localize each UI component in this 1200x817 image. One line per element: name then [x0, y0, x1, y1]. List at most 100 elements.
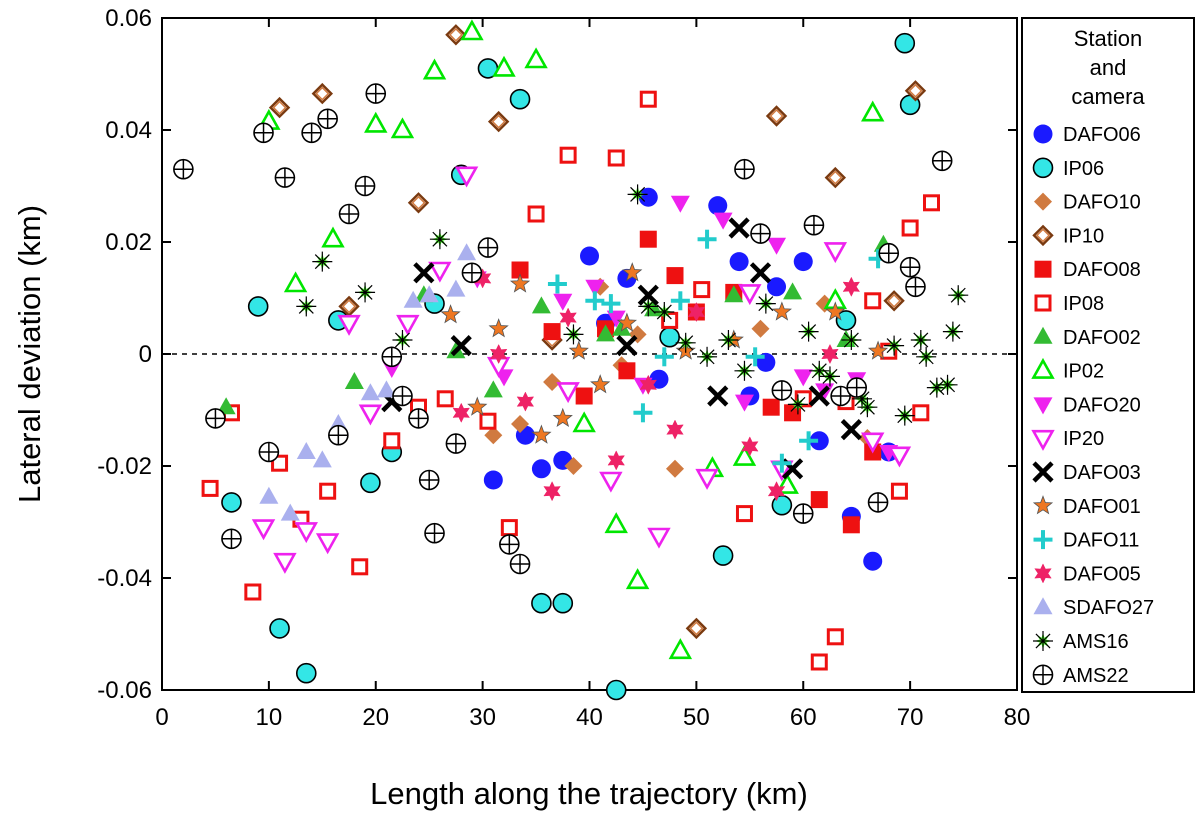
point-dafo05: [741, 436, 759, 457]
y-tick-label: -0.04: [97, 565, 152, 592]
point-sdafo27: [376, 380, 396, 398]
point-ams22: [221, 528, 242, 550]
point-ams16: [910, 330, 931, 350]
point-ip20: [251, 519, 276, 541]
point-ip02: [732, 444, 757, 466]
point-ams22: [899, 256, 921, 278]
point-dafo06: [809, 431, 829, 451]
point-ip08: [351, 558, 369, 576]
legend-marker-ip10: [1032, 224, 1054, 247]
point-ip08: [559, 146, 577, 164]
point-dafo20: [767, 237, 787, 255]
point-ip08: [436, 390, 454, 408]
point-ams16: [755, 293, 776, 314]
point-ip02: [364, 111, 388, 133]
point-ams22: [477, 237, 499, 258]
point-dafo11: [697, 229, 717, 249]
point-sdafo27: [280, 503, 300, 521]
point-ams16: [638, 296, 659, 317]
point-dafo11: [772, 453, 792, 473]
legend-label-dafo10: DAFO10: [1063, 192, 1141, 214]
legend-label-dafo05: DAFO05: [1063, 563, 1141, 585]
point-dafo03: [808, 385, 830, 407]
legend-title-line-3: camera: [1071, 84, 1145, 109]
point-dafo05: [559, 307, 577, 328]
point-ams16: [296, 296, 317, 317]
point-ip10-inner: [341, 299, 357, 314]
point-dafo01: [590, 374, 611, 394]
point-dafo02: [344, 372, 364, 389]
point-dafo05: [489, 343, 508, 365]
series-dafo11: [547, 229, 888, 473]
point-ams22: [205, 408, 226, 429]
point-ams22: [931, 150, 953, 172]
point-dafo01: [552, 407, 573, 428]
legend-entry-sdafo27: SDAFO27: [1033, 597, 1154, 619]
series-dafo05: [452, 268, 861, 502]
point-dafo06: [580, 246, 599, 266]
legend-entry-dafo20: DAFO20: [1033, 394, 1141, 416]
point-ip10-inner: [689, 621, 704, 636]
point-ams22: [771, 380, 793, 401]
point-ip10: [685, 617, 708, 640]
point-dafo11: [745, 347, 765, 367]
y-tick-label: 0.02: [105, 229, 152, 256]
point-dafo10: [666, 459, 684, 478]
point-ip02: [668, 638, 693, 660]
point-ams16: [942, 321, 963, 342]
point-dafo05: [639, 374, 658, 395]
point-dafo08: [762, 398, 780, 416]
point-ip20: [454, 166, 479, 188]
point-dafo08: [575, 387, 593, 405]
legend-marker-dafo10: [1034, 192, 1052, 211]
point-dafo20: [713, 212, 733, 230]
point-ams16: [627, 184, 648, 205]
legend-label-ip08: IP08: [1063, 293, 1104, 315]
data-markers: [173, 19, 969, 701]
point-ip02: [460, 19, 484, 41]
point-ip10: [487, 110, 510, 133]
point-ip06: [221, 492, 242, 513]
point-dafo02: [612, 318, 632, 336]
point-ip08: [607, 149, 625, 167]
point-dafo03: [707, 385, 729, 407]
legend-marker-dafo20: [1033, 397, 1053, 415]
point-ams22: [424, 522, 445, 544]
point-dafo05: [543, 481, 561, 502]
point-ams16: [841, 330, 862, 350]
point-ip08: [479, 412, 497, 430]
legend-entry-ams22: AMS22: [1032, 664, 1129, 687]
point-dafo05: [452, 402, 470, 423]
point-ams16: [916, 346, 937, 367]
legend-entry-dafo01: DAFO01: [1032, 495, 1141, 518]
legend-label-dafo08: DAFO08: [1063, 259, 1141, 281]
point-ip02: [572, 411, 596, 433]
point-dafo10: [751, 319, 770, 338]
point-ip02: [321, 226, 345, 248]
point-dafo08: [511, 261, 529, 279]
point-ip10-inner: [411, 195, 426, 210]
point-ams22: [258, 441, 280, 463]
point-ip20: [887, 446, 912, 468]
point-dafo01: [509, 273, 531, 293]
point-ip08: [810, 653, 828, 671]
point-ip08: [319, 482, 337, 500]
legend-marker-dafo03: [1032, 461, 1054, 483]
point-ams22: [317, 108, 338, 130]
series-dafo03: [381, 217, 862, 480]
point-ip08: [890, 482, 908, 500]
legend-marker-ip08: [1034, 294, 1052, 312]
point-ams22: [365, 83, 387, 104]
point-dafo03: [616, 335, 638, 357]
legend-label-sdafo27: SDAFO27: [1063, 597, 1154, 619]
point-ip10-inner: [272, 100, 287, 115]
point-dafo02: [783, 282, 803, 300]
point-dafo03: [450, 335, 472, 357]
series-ams22: [173, 83, 953, 575]
point-ams22: [867, 492, 889, 513]
point-ip10-inner: [828, 170, 843, 185]
legend-box: [1021, 17, 1195, 693]
point-dafo06: [649, 369, 669, 389]
point-dafo10: [484, 426, 503, 445]
point-ip20: [428, 261, 452, 283]
